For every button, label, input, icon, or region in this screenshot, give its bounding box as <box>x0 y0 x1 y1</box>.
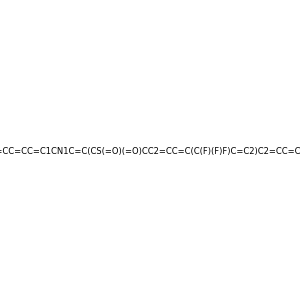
Text: ClC1=CC=CC=C1CN1C=C(CS(=O)(=O)CC2=CC=C(C(F)(F)F)C=C2)C2=CC=CC=C21: ClC1=CC=CC=C1CN1C=C(CS(=O)(=O)CC2=CC=C(C… <box>0 147 300 156</box>
